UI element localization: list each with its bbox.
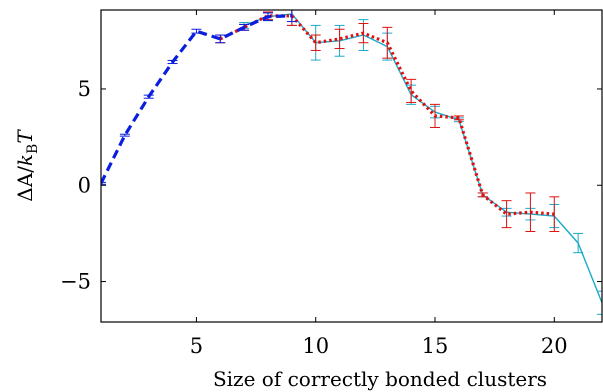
axis-ticks: 5 10 15 20 5 0 −5	[60, 10, 602, 358]
x-tick-label: 5	[190, 334, 203, 358]
series-line	[244, 14, 602, 303]
series-solid	[239, 2, 603, 314]
series-dashed	[96, 10, 297, 184]
x-axis-label: Size of correctly bonded clusters	[213, 367, 547, 391]
y-axis-label: ΔA/kBT	[13, 129, 41, 202]
y-tick-label: 5	[78, 77, 91, 101]
y-tick-label: 0	[78, 173, 91, 197]
x-tick-label: 10	[302, 334, 329, 358]
series-line	[101, 16, 292, 184]
x-tick-label: 20	[541, 334, 568, 358]
series-dotted	[215, 6, 559, 231]
series-layer	[96, 2, 603, 314]
x-tick-label: 15	[422, 334, 449, 358]
y-tick-label: −5	[60, 270, 91, 294]
